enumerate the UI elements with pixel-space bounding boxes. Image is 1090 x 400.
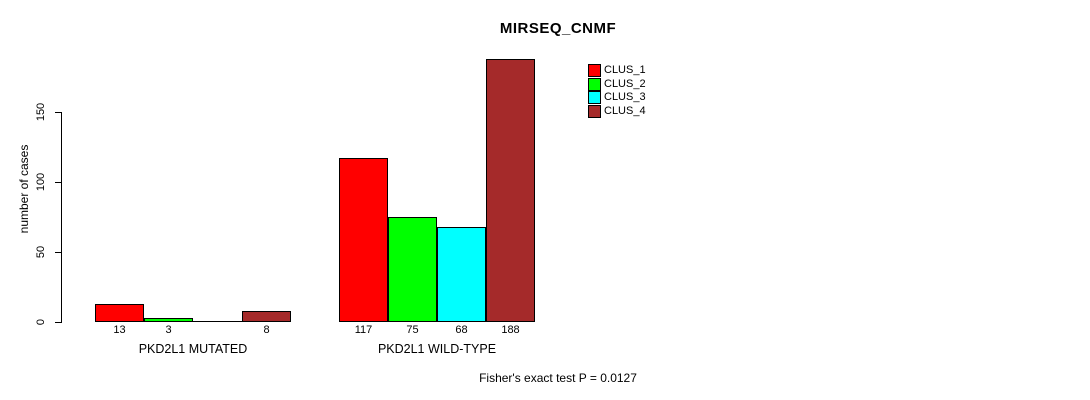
bar-clus_3-mutated (193, 321, 242, 322)
y-tick-mark (55, 251, 62, 253)
x-category-label: PKD2L1 MUTATED (138, 342, 248, 356)
bar-clus_2-mutated (144, 318, 193, 322)
legend-color-swatch (588, 77, 601, 91)
legend-item: CLUS_2 (588, 77, 646, 91)
y-axis-line (61, 112, 62, 323)
y-tick-mark (55, 111, 62, 113)
legend-item: CLUS_3 (588, 91, 646, 105)
bar-count-label: 13 (113, 324, 126, 336)
y-tick-label: 50 (35, 245, 47, 259)
y-tick-label: 0 (35, 318, 47, 326)
bar-count-label: 8 (263, 324, 270, 336)
legend-color-swatch (588, 64, 601, 77)
bar-clus_1-wild-type (339, 158, 388, 322)
legend-item: CLUS_1 (588, 64, 646, 77)
y-axis-label: number of cases (17, 144, 31, 234)
legend-item-label: CLUS_1 (604, 64, 646, 76)
x-category-label: PKD2L1 WILD-TYPE (377, 342, 497, 356)
bar-clus_2-wild-type (388, 217, 437, 322)
bar-clus_3-wild-type (437, 227, 486, 322)
bar-count-label: 3 (165, 324, 172, 336)
bar-count-label: 188 (501, 324, 520, 336)
bar-clus_1-mutated (95, 304, 144, 322)
legend-item-label: CLUS_4 (604, 105, 646, 118)
bar-count-label: 68 (455, 324, 468, 336)
bar-clus_4-wild-type (486, 59, 535, 322)
legend-item-label: CLUS_3 (604, 91, 646, 104)
bar-count-label: 75 (406, 324, 419, 336)
bar-clus_4-mutated (242, 311, 291, 322)
chart-title: MIRSEQ_CNMF (499, 20, 617, 37)
y-tick-label: 150 (35, 102, 47, 122)
legend-item-label: CLUS_2 (604, 77, 646, 90)
bar-count-label: 117 (354, 324, 373, 336)
legend-item: CLUS_4 (588, 105, 646, 119)
legend-color-swatch (588, 91, 601, 105)
legend: CLUS_1 CLUS_2 CLUS_3 CLUS_4 (588, 64, 678, 124)
fisher-test-annotation: Fisher's exact test P = 0.0127 (479, 371, 637, 385)
y-tick-mark (55, 321, 62, 323)
y-tick-mark (55, 181, 62, 183)
legend-color-swatch (588, 105, 601, 119)
y-tick-label: 100 (35, 172, 47, 192)
